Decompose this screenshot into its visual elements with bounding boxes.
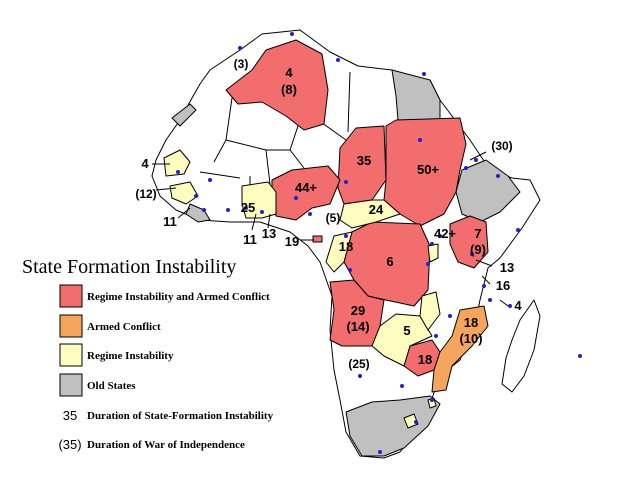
sudan-label: 50+ — [417, 162, 439, 177]
comoros-label: 4 — [514, 298, 522, 313]
legend-duration-sample: 35 — [63, 408, 77, 423]
eritrea-label-war: (30) — [491, 139, 512, 153]
nigeria-label: 44+ — [295, 180, 317, 195]
chad — [337, 125, 387, 205]
legend-title: State Formation Instability — [22, 256, 236, 278]
uganda-label-war: (9) — [470, 242, 486, 257]
kenya-label: 13 — [500, 260, 514, 275]
legend-label-regime-armed: Regime Instability and Armed Conflict — [87, 291, 270, 303]
legend-duration-label: Duration of State-Formation Instability — [87, 410, 274, 422]
mozambique-label-war: (10) — [459, 331, 482, 346]
sierra-leone-label: 11 — [163, 214, 177, 229]
benin-label: 13 — [262, 226, 276, 241]
algeria-label-war: (8) — [281, 82, 297, 97]
legend-swatch-armed — [59, 314, 83, 338]
sudan — [383, 117, 467, 227]
drc-label: 6 — [386, 254, 393, 269]
legend-label-regime: Regime Instability — [87, 350, 174, 362]
leader-lines — [152, 151, 509, 307]
ghana-togo-benin — [241, 181, 277, 219]
car-label: 24 — [369, 202, 384, 217]
angola-label-war: (14) — [346, 319, 369, 334]
legend: State Formation Instability Regime Insta… — [22, 256, 274, 452]
uganda-label-duration: 7 — [474, 226, 481, 241]
drc — [343, 221, 431, 307]
equatorial-guinea — [312, 235, 323, 243]
south-africa — [345, 395, 441, 457]
angola-label-duration: 29 — [351, 303, 365, 318]
congo-label: 18 — [339, 239, 353, 254]
legend-swatch-regime — [59, 343, 83, 367]
algeria — [225, 39, 329, 131]
algeria-label-duration: 4 — [285, 65, 293, 80]
rwanda-burundi — [427, 243, 439, 263]
western-sahara — [171, 103, 197, 127]
senegal — [163, 149, 191, 177]
guinea-bissau-label-war: (12) — [135, 187, 156, 201]
lesotho — [403, 413, 419, 429]
morocco-label-war: (3) — [234, 57, 249, 71]
capital-markers — [176, 32, 582, 454]
uganda-kenya — [449, 215, 489, 269]
egypt — [391, 69, 441, 121]
zimbabwe-label: 18 — [418, 352, 432, 367]
madagascar — [501, 299, 541, 393]
mozambique-label-duration: 18 — [464, 315, 478, 330]
congo-brazzaville — [325, 231, 353, 273]
ghana-region-label: 25 — [241, 200, 255, 215]
zambia-label: 5 — [403, 323, 410, 338]
tanzania-label: 16 — [496, 278, 510, 293]
legend-label-armed: Armed Conflict — [87, 321, 161, 333]
guinea — [169, 181, 199, 205]
togo-label: 11 — [243, 232, 257, 247]
legend-swatch-regime-armed — [59, 284, 83, 308]
legend-label-old: Old States — [87, 380, 136, 392]
liberia — [185, 203, 211, 223]
rwanda-label: 42+ — [434, 226, 456, 241]
ethiopia — [455, 159, 521, 223]
cameroon-label-war: (5) — [326, 211, 341, 225]
legend-war-label: Duration of War of Independence — [87, 439, 245, 451]
chad-label: 35 — [357, 153, 371, 168]
equatorial-guinea-label: 19 — [285, 234, 299, 249]
namibia-label-war: (25) — [348, 357, 369, 371]
car — [339, 199, 401, 229]
legend-swatch-old — [59, 373, 83, 397]
senegal-label: 4 — [141, 156, 149, 171]
zambia — [371, 313, 433, 367]
mozambique — [431, 305, 489, 393]
legend-war-sample: (35) — [58, 437, 81, 452]
malawi — [419, 291, 441, 331]
